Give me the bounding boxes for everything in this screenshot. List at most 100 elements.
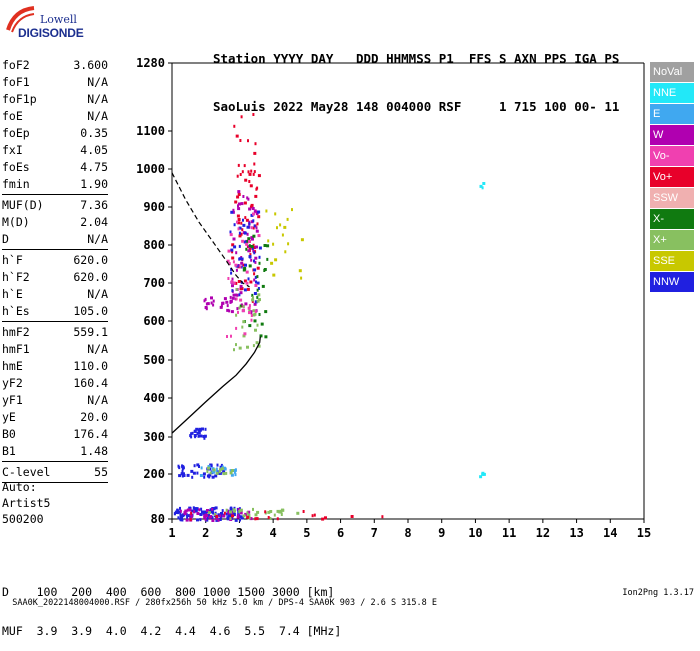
legend-item-x: X- xyxy=(650,209,694,229)
echo-point xyxy=(248,308,251,312)
echo-point xyxy=(231,256,235,260)
echo-point xyxy=(250,226,253,230)
echo-point xyxy=(263,244,267,247)
echo-point xyxy=(250,314,253,317)
echo-point xyxy=(174,510,177,514)
echo-point xyxy=(180,472,184,476)
echo-point xyxy=(256,299,260,303)
param-name: MUF(D) xyxy=(2,198,44,212)
echo-point xyxy=(190,469,194,473)
echo-point xyxy=(252,249,255,253)
echo-point xyxy=(350,515,354,518)
echo-point xyxy=(236,293,239,297)
echo-point xyxy=(252,313,256,317)
x-tick-label: 6 xyxy=(337,526,344,540)
echo-point xyxy=(191,509,195,513)
echo-point xyxy=(298,269,302,273)
param-name: foEs xyxy=(2,160,30,174)
y-tick-label: 600 xyxy=(143,314,165,328)
echo-point xyxy=(233,470,236,474)
echo-point xyxy=(207,513,210,517)
echo-point xyxy=(211,519,215,522)
echo-point xyxy=(246,232,249,236)
echo-point xyxy=(246,196,249,200)
autoscaling-info: Auto: Artist5 500200 xyxy=(2,479,50,527)
echo-point xyxy=(238,234,242,238)
x-tick-label: 12 xyxy=(536,526,550,540)
x-tick-label: 4 xyxy=(270,526,277,540)
echo-point xyxy=(189,508,192,512)
echo-point xyxy=(258,298,261,302)
echo-point xyxy=(232,260,235,264)
echo-point xyxy=(257,174,261,178)
echo-point xyxy=(179,506,181,510)
echo-point xyxy=(248,311,251,315)
echo-point xyxy=(218,470,221,474)
echo-point xyxy=(186,508,190,512)
echo-point xyxy=(199,513,203,516)
echo-point xyxy=(211,475,215,479)
x-tick-label: 2 xyxy=(202,526,209,540)
echo-point xyxy=(239,508,243,512)
param-value: 160.4 xyxy=(73,376,108,390)
param-value: 4.75 xyxy=(80,160,108,174)
echo-point xyxy=(239,287,243,291)
echo-point xyxy=(270,261,274,265)
echo-point xyxy=(234,468,237,472)
echo-point xyxy=(242,195,245,198)
echo-point xyxy=(266,257,269,261)
echo-point xyxy=(247,170,250,174)
footer: SAA0K_2022148004000.RSF / 280fx256h 50 k… xyxy=(2,588,698,618)
param-value: 620.0 xyxy=(73,253,108,267)
echo-point xyxy=(237,510,240,514)
echo-point xyxy=(254,284,258,287)
echo-point xyxy=(241,170,244,174)
echo-point xyxy=(252,219,255,223)
echo-point xyxy=(255,226,258,230)
echo-point xyxy=(212,303,215,307)
echo-point xyxy=(240,257,244,261)
echo-point xyxy=(236,307,239,311)
echo-point xyxy=(181,518,184,522)
echo-point xyxy=(215,517,218,521)
echo-point xyxy=(247,510,251,514)
echo-point xyxy=(250,245,254,248)
echo-point xyxy=(311,514,314,518)
echo-point xyxy=(247,277,250,281)
param-row: h`E N/A xyxy=(2,286,108,303)
echo-point xyxy=(232,237,236,241)
echo-point xyxy=(244,302,248,306)
echo-point xyxy=(232,210,235,214)
echo-point xyxy=(284,250,287,254)
param-value: 105.0 xyxy=(73,304,108,318)
echo-point xyxy=(256,281,260,285)
echo-point xyxy=(296,511,300,515)
param-row: foE N/A xyxy=(2,108,108,125)
x-tick-label: 13 xyxy=(569,526,583,540)
param-name: D xyxy=(2,232,9,246)
echo-point xyxy=(279,223,282,227)
echo-point xyxy=(206,302,210,306)
echo-point xyxy=(266,244,270,248)
echo-point xyxy=(278,510,281,514)
echo-point xyxy=(276,509,280,513)
echo-point xyxy=(254,517,257,521)
echo-point xyxy=(250,220,254,224)
echo-point xyxy=(198,508,201,512)
param-name: yF1 xyxy=(2,393,23,407)
echo-point xyxy=(257,287,260,290)
echo-point xyxy=(226,335,228,338)
echo-point xyxy=(232,281,236,285)
echo-point xyxy=(199,518,202,522)
echo-point xyxy=(252,309,256,313)
echo-point xyxy=(248,180,251,183)
header-line-2: SaoLuis 2022 May28 148 004000 RSF 1 715 … xyxy=(213,99,620,114)
echo-point xyxy=(231,243,235,247)
y-tick-label: 900 xyxy=(143,200,165,214)
echo-point xyxy=(178,474,182,478)
echo-point xyxy=(203,299,206,303)
echo-point xyxy=(324,516,327,520)
muf-distance-row: D 100 200 400 600 800 1000 1500 3000 [km… xyxy=(2,585,335,599)
echo-point xyxy=(237,508,240,511)
param-separator xyxy=(2,194,108,195)
